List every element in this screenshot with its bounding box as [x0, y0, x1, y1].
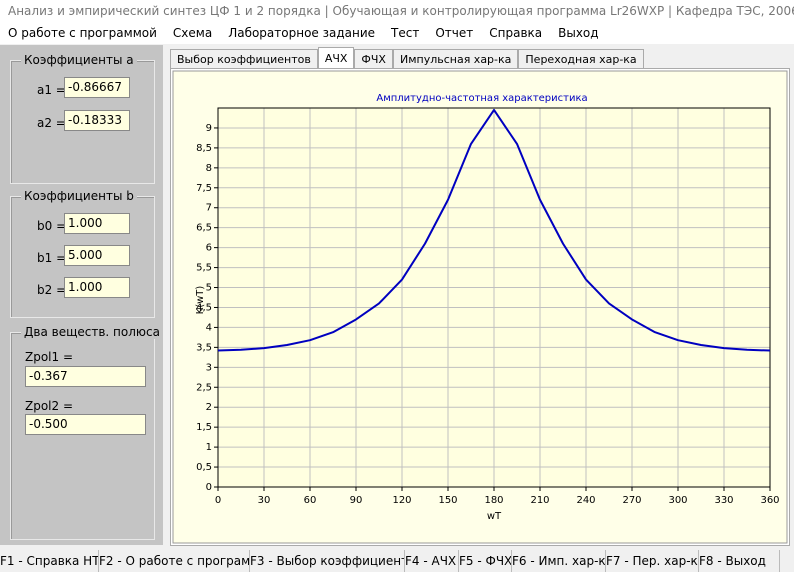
field-label: a1 =: [37, 83, 66, 97]
x-tick-label: 330: [714, 495, 733, 506]
x-tick-label: 60: [304, 495, 317, 506]
tab[interactable]: Выбор коэффициентов: [170, 49, 318, 69]
y-tick-label: 7: [206, 203, 212, 214]
y-tick-label: 2: [206, 402, 212, 413]
text-input[interactable]: -0.18333: [64, 110, 130, 131]
chart: Амплитудно-частотная характеристика wT K…: [172, 70, 788, 544]
text-input[interactable]: 1.000: [64, 277, 130, 298]
status-cell[interactable]: F6 - Имп. хар-ка: [512, 550, 606, 572]
group-b: Коэффициенты b b0 = 1.000 b1 = 5.000 b2 …: [10, 189, 155, 318]
menu-bar: О работе с программой Схема Лабораторное…: [0, 22, 794, 44]
status-cell[interactable]: F5 - ФЧХ: [459, 550, 512, 572]
y-tick-label: 6,5: [196, 223, 212, 234]
field-label: b1 =: [37, 251, 67, 265]
text-input[interactable]: -0.86667: [64, 77, 130, 98]
group-poles: Два веществ. полюса Zpol1 = -0.367 Zpol2…: [10, 325, 163, 540]
y-tick-label: 8: [206, 163, 212, 174]
y-tick-label: 8,5: [196, 143, 212, 154]
x-axis-label: wT: [487, 511, 502, 522]
menu-item[interactable]: Лабораторное задание: [228, 26, 376, 40]
tab[interactable]: Переходная хар-ка: [518, 49, 644, 69]
y-tick-label: 3: [206, 362, 212, 373]
menu-item[interactable]: О работе с программой: [8, 26, 157, 40]
status-cell[interactable]: F2 - О работе с программой: [99, 550, 250, 572]
x-tick-label: 240: [576, 495, 595, 506]
x-tick-label: 150: [438, 495, 457, 506]
text-input[interactable]: 1.000: [64, 213, 130, 234]
group-title: Коэффициенты a: [21, 53, 137, 67]
status-cell[interactable]: F8 - Выход: [699, 550, 780, 572]
status-cell[interactable]: F1 - Справка HTML: [0, 550, 99, 572]
tab[interactable]: Импульсная хар-ка: [392, 49, 519, 69]
menu-item[interactable]: Схема: [172, 26, 213, 40]
y-tick-label: 0: [206, 482, 212, 493]
text-input[interactable]: -0.500: [25, 414, 146, 435]
status-bar: F1 - Справка HTML F2 - О работе с програ…: [0, 550, 794, 572]
y-tick-label: 4,5: [196, 302, 212, 313]
y-tick-label: 9: [206, 123, 212, 134]
field-label: Zpol1 =: [25, 350, 74, 364]
field-label: b0 =: [37, 219, 67, 233]
menu-item[interactable]: Отчет: [435, 26, 474, 40]
tab-selected[interactable]: АЧХ: [317, 47, 355, 69]
left-panel: Коэффициенты a a1 = -0.86667 a2 = -0.183…: [0, 45, 163, 545]
x-tick-label: 0: [215, 495, 221, 506]
menu-item[interactable]: Выход: [558, 26, 599, 40]
x-tick-label: 360: [760, 495, 779, 506]
x-tick-label: 180: [484, 495, 503, 506]
y-tick-label: 4: [206, 322, 212, 333]
y-axis-label: K(wT): [195, 286, 206, 315]
text-input[interactable]: 5.000: [64, 245, 130, 266]
window-title: Анализ и эмпирический синтез ЦФ 1 и 2 по…: [0, 0, 794, 22]
x-tick-label: 30: [258, 495, 271, 506]
data-line: [217, 108, 771, 352]
group-a: Коэффициенты a a1 = -0.86667 a2 = -0.183…: [10, 53, 155, 184]
x-tick-label: 120: [392, 495, 411, 506]
status-cell[interactable]: F4 - АЧХ: [405, 550, 459, 572]
x-tick-label: 90: [350, 495, 363, 506]
x-tick-label: 300: [668, 495, 687, 506]
group-title: Два веществ. полюса: [21, 325, 163, 339]
menu-item[interactable]: Тест: [391, 26, 420, 40]
chart-title: Амплитудно-частотная характеристика: [376, 93, 587, 104]
y-tick-label: 7,5: [196, 183, 212, 194]
x-tick-label: 270: [622, 495, 641, 506]
status-cell[interactable]: F3 - Выбор коэффициентов: [250, 550, 405, 572]
menu-item[interactable]: Справка: [489, 26, 543, 40]
text-input[interactable]: -0.367: [25, 366, 146, 387]
group-title: Коэффициенты b: [21, 189, 137, 203]
y-tick-label: 2,5: [196, 382, 212, 393]
tab[interactable]: ФЧХ: [354, 49, 393, 69]
y-tick-label: 5: [206, 283, 212, 294]
y-tick-label: 5,5: [196, 263, 212, 274]
status-cell[interactable]: F7 - Пер. хар-ка: [606, 550, 699, 572]
y-tick-label: 1: [206, 442, 212, 453]
y-tick-label: 6: [206, 243, 212, 254]
y-tick-label: 3,5: [196, 342, 212, 353]
field-label: a2 =: [37, 116, 66, 130]
y-tick-label: 1,5: [196, 422, 212, 433]
field-label: Zpol2 =: [25, 399, 74, 413]
y-tick-label: 0,5: [196, 462, 212, 473]
tab-bar: Выбор коэффициентов АЧХ ФЧХ Импульсная х…: [170, 47, 644, 69]
plot-border: [217, 107, 771, 488]
x-tick-label: 210: [530, 495, 549, 506]
field-label: b2 =: [37, 283, 67, 297]
